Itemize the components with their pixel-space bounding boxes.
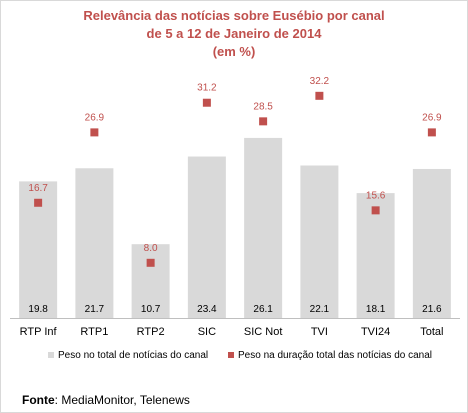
- markers: 16.7 26.9 8.0 31.2 28.5 32.2 15.6 26.9: [28, 76, 442, 267]
- bar: [244, 137, 283, 318]
- marker-value-label: 31.2: [197, 83, 217, 94]
- legend-swatch-marker: [228, 352, 234, 358]
- x-tick-label: RTP Inf: [20, 326, 58, 338]
- bar-value-label: 23.4: [197, 304, 217, 315]
- bar-value-label: 18.1: [366, 304, 386, 315]
- marker-point: [202, 98, 211, 107]
- source-note: Fonte: MediaMonitor, Telenews: [22, 393, 190, 407]
- chart-title-line: de 5 a 12 de Janeiro de 2014: [147, 26, 323, 41]
- source-label: Fonte: [22, 393, 55, 407]
- legend-swatch-bar: [48, 352, 54, 358]
- marker-value-label: 8.0: [144, 243, 158, 254]
- marker-value-label: 16.7: [28, 183, 48, 194]
- source-text: MediaMonitor, Telenews: [61, 393, 190, 407]
- bar-value-label: 26.1: [253, 304, 273, 315]
- chart-title: Relevância das notícias sobre Eusébio po…: [83, 8, 384, 59]
- bars: 19.8 21.7 10.7 23.4 26.1 22.1 18.1 21.6: [19, 137, 451, 318]
- chart-title-line: (em %): [213, 44, 256, 59]
- marker-value-label: 26.9: [85, 112, 105, 123]
- bar: [412, 168, 451, 318]
- bar-value-label: 19.8: [28, 304, 48, 315]
- x-tick-label: Total: [420, 326, 443, 338]
- bar: [75, 168, 114, 318]
- marker-point: [427, 128, 436, 137]
- legend: Peso no total de notícias do canal Peso n…: [48, 350, 432, 361]
- legend-label: Peso na duração total das notícias do ca…: [238, 350, 432, 361]
- bar: [187, 156, 226, 318]
- legend-label: Peso no total de notícias do canal: [58, 350, 208, 361]
- bar-value-label: 21.6: [422, 304, 442, 315]
- bar-value-label: 22.1: [310, 304, 330, 315]
- marker-point: [259, 117, 268, 126]
- marker-value-label: 15.6: [366, 190, 386, 201]
- marker-value-label: 32.2: [310, 76, 330, 87]
- marker-value-label: 26.9: [422, 112, 442, 123]
- x-tick-label: RTP1: [80, 326, 108, 338]
- x-tick-label: RTP2: [137, 326, 165, 338]
- marker-point: [146, 258, 155, 267]
- marker-point: [34, 198, 43, 207]
- x-tick-label: TVI24: [361, 326, 390, 338]
- bar: [131, 244, 170, 318]
- chart-title-line: Relevância das notícias sobre Eusébio po…: [83, 8, 384, 23]
- marker-value-label: 28.5: [253, 101, 273, 112]
- x-tick-labels: RTP Inf RTP1 RTP2 SIC SIC Not TVI TVI24 Total: [20, 326, 444, 338]
- x-tick-label: TVI: [311, 326, 328, 338]
- x-tick-label: SIC: [198, 326, 216, 338]
- marker-point: [371, 206, 380, 215]
- bar-value-label: 10.7: [141, 304, 161, 315]
- marker-point: [90, 128, 99, 137]
- bar: [300, 165, 339, 318]
- bar-value-label: 21.7: [85, 304, 105, 315]
- x-tick-label: SIC Not: [244, 326, 283, 338]
- marker-point: [315, 91, 324, 100]
